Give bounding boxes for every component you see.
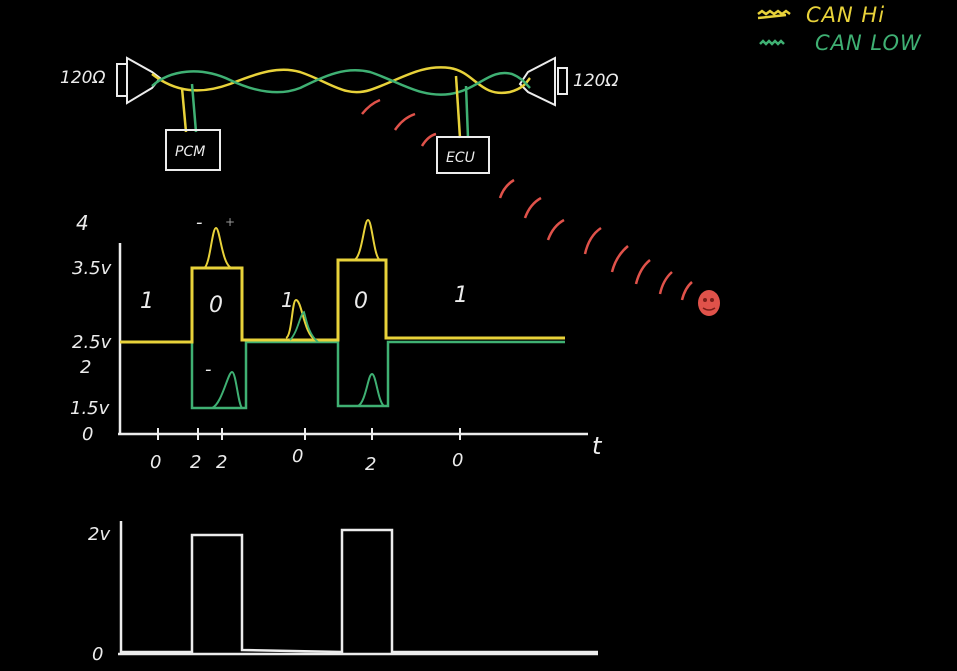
- noise-spike-low-3: [289, 310, 319, 343]
- y-tick-4: 4: [76, 211, 89, 235]
- x-tick-label: 2: [365, 454, 376, 475]
- resistor-icon: [116, 63, 128, 97]
- noise-source-icon: [698, 290, 720, 316]
- interference: [361, 98, 693, 301]
- pcm-node-box: [165, 129, 221, 171]
- legend-can-hi-label: CAN Hi: [806, 3, 885, 27]
- x-tick-label: 2: [190, 452, 201, 473]
- x-tick-label: 0: [292, 446, 303, 467]
- legend: CAN Hi CAN LOW: [757, 3, 922, 55]
- x-tick-label: 0: [452, 450, 463, 471]
- bit-label: 1: [281, 288, 294, 312]
- can-hi-swatch: [757, 9, 791, 20]
- ecu-node-label: ECU: [446, 150, 475, 166]
- can-low-swatch: [759, 39, 785, 46]
- y-tick-2-5v: 2.5v: [72, 332, 112, 353]
- voltage-plot: t 4 3.5v 2.5v 2 1.5v 0 0 2 2 0 2 0 - - +…: [70, 211, 603, 475]
- ecu-drop-hi: [454, 75, 462, 139]
- differential-trace: [121, 528, 598, 654]
- time-axis-label: t: [592, 432, 603, 460]
- y-tick-1-5v: 1.5v: [70, 398, 110, 419]
- pcm-drop-hi: [180, 87, 188, 133]
- x-tick-label: 0: [150, 452, 161, 473]
- x-tick-marks: [157, 428, 461, 440]
- can-low-wire: [151, 68, 531, 96]
- ecu-node-box: [436, 136, 490, 174]
- can-hi-trace: [120, 258, 565, 344]
- right-terminator: [518, 56, 556, 107]
- bit-label: 1: [454, 283, 468, 308]
- diff-y-tick-0: 0: [92, 644, 103, 665]
- bit-label: 1: [140, 289, 154, 314]
- noise-spike-hi-3: [285, 298, 317, 341]
- diff-y-tick-2v: 2v: [88, 524, 110, 545]
- pcm-drop-low: [190, 83, 198, 133]
- ecu-drop-low: [464, 85, 470, 139]
- can-low-trace: [120, 340, 565, 410]
- y-tick-2: 2: [80, 357, 91, 378]
- y-tick-0: 0: [82, 424, 93, 445]
- noise-spike-low-1: [211, 370, 243, 409]
- noise-spike-hi-2: [353, 218, 381, 261]
- cursor-mark: +: [225, 215, 235, 229]
- right-resistor-label: 120Ω: [573, 71, 618, 91]
- bit-label: 0: [209, 293, 223, 318]
- differential-plot: 2v 0: [88, 521, 598, 665]
- minus-mark: -: [205, 359, 212, 380]
- noise-spike-low-2: [357, 372, 385, 407]
- left-terminator: [126, 56, 162, 105]
- resistor-icon: [557, 67, 568, 95]
- can-hi-wire: [151, 66, 531, 95]
- bit-label: 0: [354, 289, 368, 314]
- can-bus-diagram: 120Ω 120Ω PCM ECU: [60, 56, 618, 174]
- minus-mark: -: [196, 212, 203, 233]
- x-tick-label: 2: [216, 452, 227, 473]
- legend-can-low-label: CAN LOW: [815, 31, 922, 55]
- left-resistor-label: 120Ω: [60, 68, 105, 88]
- pcm-node-label: PCM: [175, 144, 205, 160]
- noise-spike-hi-1: [203, 226, 233, 269]
- y-tick-3-5v: 3.5v: [72, 258, 112, 279]
